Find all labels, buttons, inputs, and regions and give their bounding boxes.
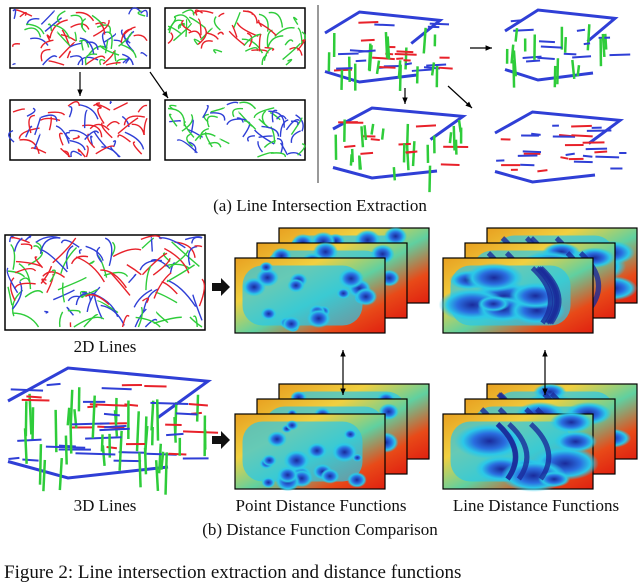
arrow-diag-3d [448,86,472,108]
caption-b: (b) Distance Function Comparison [0,520,640,540]
line-distance-2d-front [439,258,593,333]
point-distance-2d-front [235,258,385,333]
figure-caption: Figure 2: Line intersection extraction a… [4,562,461,584]
arrow-down-left [77,72,82,96]
label-point-distance: Point Distance Functions [226,496,416,516]
panorama-red-blue [9,100,150,160]
3d-lines-all [325,12,453,91]
label-line-distance: Line Distance Functions [432,496,640,516]
panorama-all-lines [10,8,150,68]
3d-lines-red-green [333,108,468,192]
arrow-3d-to-distance [212,431,230,449]
panorama-green-blue [165,100,305,160]
3d-lines-model [8,368,218,495]
arrow-down-3d [402,88,407,104]
arrow-2d-to-distance [212,278,230,296]
panorama-2d-lines [5,235,205,330]
label-2d-lines: 2D Lines [0,337,210,357]
arrow-right-3d [470,45,492,50]
3d-lines-red-blue [495,112,626,182]
panorama-red-green [165,8,305,68]
3d-lines-green-blue [505,10,630,88]
point-distance-3d-front [235,414,385,491]
line-distance-3d-front [443,412,599,492]
arrow-diag-left [150,72,168,98]
label-3d-lines: 3D Lines [0,496,210,516]
caption-a: (a) Line Intersection Extraction [0,196,640,216]
